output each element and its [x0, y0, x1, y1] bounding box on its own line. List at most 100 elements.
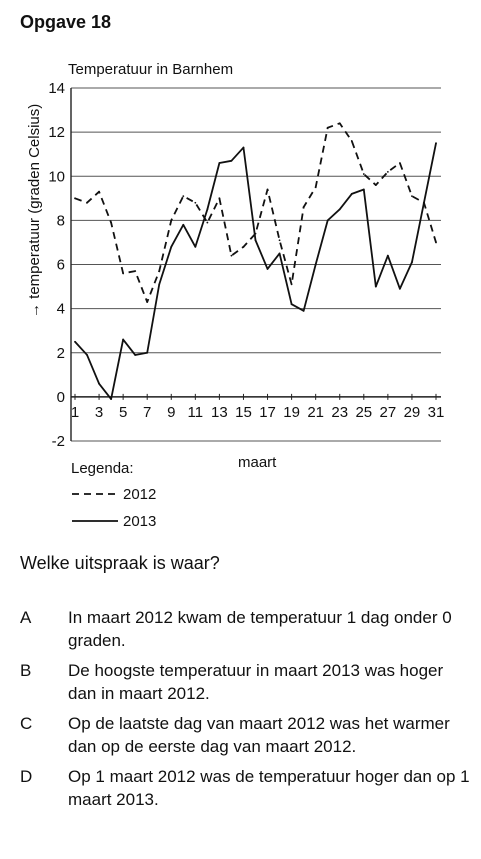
data-point-2013 — [170, 245, 173, 248]
data-point-2012 — [230, 254, 233, 257]
answer-option-c[interactable]: C Op de laatste dag van maart 2012 was h… — [20, 712, 470, 758]
data-point-2013 — [134, 354, 137, 356]
data-point-2012 — [411, 195, 413, 198]
data-point-2012 — [326, 126, 329, 129]
y-tick-label: 2 — [57, 345, 65, 362]
answer-option-a[interactable]: A In maart 2012 kwam de temperatuur 1 da… — [20, 606, 470, 652]
answer-text: De hoogste temperatuur in maart 2013 was… — [68, 661, 444, 703]
answer-text: Op 1 maart 2012 was de temperatuur hoger… — [68, 767, 470, 809]
data-point-2013 — [362, 188, 365, 191]
data-point-2013 — [254, 239, 257, 242]
answer-options: A In maart 2012 kwam de temperatuur 1 da… — [20, 606, 470, 818]
answer-letter: D — [20, 767, 33, 786]
chart-series — [74, 122, 437, 400]
answer-option-d[interactable]: D Op 1 maart 2012 was de temperatuur hog… — [20, 765, 470, 811]
answer-letter: B — [20, 661, 32, 680]
data-point-2012 — [86, 201, 88, 204]
chart-legend: Legenda: 2012 2013 — [71, 460, 156, 530]
data-point-2013 — [218, 162, 221, 164]
y-tick-label: 14 — [48, 80, 65, 97]
x-tick-label: 17 — [259, 404, 276, 421]
x-tick-label: 7 — [143, 404, 151, 421]
data-point-2012 — [182, 195, 185, 198]
x-tick-label: 11 — [188, 404, 204, 421]
x-tick-label: 3 — [95, 404, 103, 421]
x-tick-label: 27 — [380, 404, 397, 421]
x-tick-label: 5 — [119, 404, 127, 421]
legend-label-2013: 2013 — [123, 513, 156, 530]
y-tick-labels: -2 0 2 4 6 8 10 12 14 — [48, 80, 65, 450]
data-point-2012 — [242, 245, 245, 248]
series-line-2012 — [74, 122, 437, 303]
data-point-2012 — [134, 270, 137, 273]
data-point-2012 — [98, 190, 100, 193]
data-point-2013 — [146, 351, 149, 354]
data-point-2012 — [386, 170, 389, 173]
chart-axes — [70, 88, 441, 441]
y-tick-label: 8 — [57, 212, 65, 229]
data-point-2012 — [399, 162, 401, 164]
data-point-2012 — [374, 184, 377, 186]
data-point-2013 — [110, 398, 112, 400]
x-tick-label: 31 — [428, 404, 445, 421]
x-tick-label: 19 — [283, 404, 300, 421]
answer-letter: C — [20, 714, 33, 733]
data-point-2012 — [350, 140, 353, 142]
data-point-2012 — [362, 173, 365, 175]
data-point-2013 — [206, 208, 209, 211]
data-point-2013 — [338, 208, 341, 211]
answer-letter: A — [20, 608, 32, 627]
x-tick-label: 21 — [307, 404, 324, 421]
answer-option-b[interactable]: B De hoogste temperatuur in maart 2013 w… — [20, 659, 470, 705]
data-point-2012 — [194, 201, 197, 204]
data-point-2013 — [411, 261, 413, 264]
data-point-2013 — [182, 223, 185, 226]
data-point-2013 — [302, 309, 305, 312]
data-point-2012 — [218, 197, 221, 200]
data-point-2012 — [314, 186, 317, 189]
data-point-2013 — [278, 252, 281, 255]
data-point-2013 — [314, 263, 317, 266]
data-point-2012 — [170, 219, 173, 222]
x-tick-label: 23 — [331, 404, 348, 421]
data-point-2013 — [122, 338, 125, 341]
data-point-2013 — [230, 159, 233, 162]
data-point-2013 — [399, 287, 401, 290]
data-point-2013 — [242, 146, 245, 149]
data-point-2013 — [435, 142, 437, 145]
y-tick-label: 12 — [48, 124, 65, 141]
y-axis-label: → temperatuur (graden Celsius) — [26, 104, 43, 318]
data-point-2012 — [122, 272, 125, 275]
y-tick-label: 10 — [48, 168, 65, 185]
x-tick-labels: 1 3 5 7 9 11 13 15 17 19 21 23 25 27 29 31 — [71, 404, 445, 421]
x-tick-label: 1 — [71, 404, 79, 421]
x-tick-label: 15 — [235, 404, 252, 421]
data-point-2012 — [158, 270, 161, 273]
data-point-2013 — [350, 193, 353, 195]
data-point-2013 — [194, 245, 197, 248]
data-point-2013 — [98, 382, 100, 385]
series-line-2013 — [74, 142, 437, 400]
legend-title: Legenda: — [71, 460, 134, 477]
answer-text: In maart 2012 kwam de temperatuur 1 dag … — [68, 608, 452, 650]
data-point-2012 — [435, 241, 437, 244]
x-tick-label: 13 — [211, 404, 228, 421]
data-point-2012 — [110, 221, 112, 224]
y-tick-label: 4 — [57, 301, 65, 318]
data-point-2012 — [278, 239, 281, 242]
x-tick-label: 29 — [404, 404, 421, 421]
legend-label-2012: 2012 — [123, 486, 156, 503]
chart-title: Temperatuur in Barnhem — [68, 61, 233, 78]
data-point-2012 — [290, 283, 293, 286]
y-tick-label: -2 — [52, 433, 65, 450]
data-point-2013 — [374, 285, 377, 288]
data-point-2012 — [338, 122, 341, 125]
y-tick-label: 6 — [57, 257, 65, 274]
data-point-2012 — [146, 301, 149, 303]
data-point-2013 — [74, 340, 76, 343]
data-point-2012 — [206, 221, 209, 224]
y-tick-label: 0 — [57, 389, 65, 406]
x-tick-label: 9 — [167, 404, 175, 421]
data-point-2012 — [302, 206, 305, 209]
